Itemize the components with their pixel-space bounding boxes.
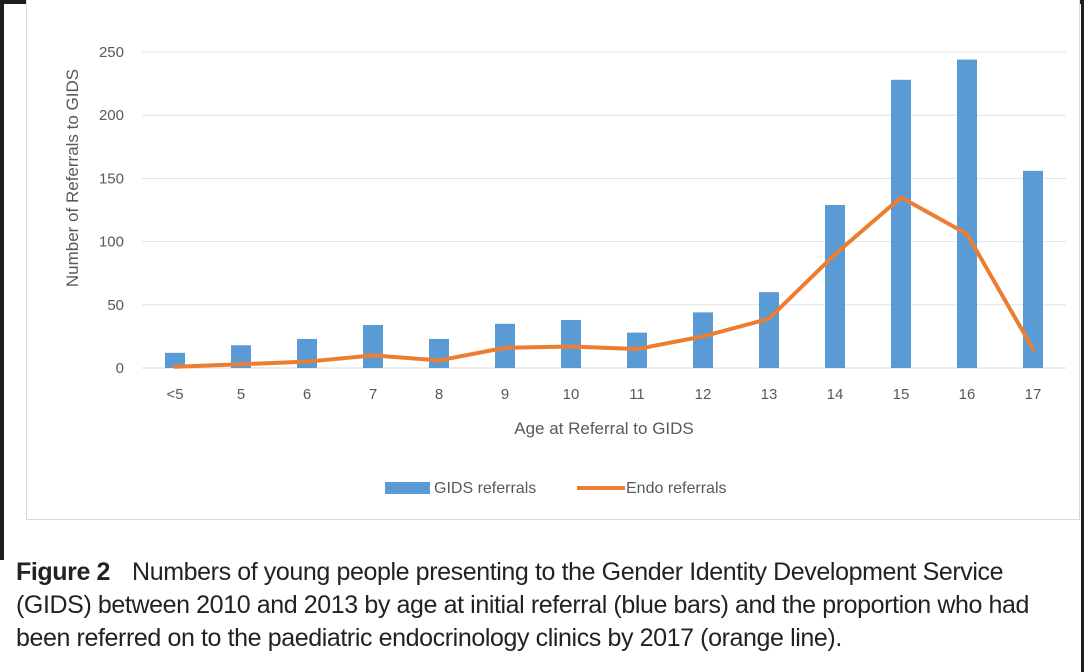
x-tick-label: 8 bbox=[435, 386, 443, 403]
grid-layer bbox=[142, 51, 1066, 369]
y-tick-label: 250 bbox=[99, 44, 124, 61]
y-tick-label: 100 bbox=[99, 234, 124, 251]
figure-caption: Figure 2 Numbers of young people presenti… bbox=[16, 556, 1076, 655]
bar-gids-8 bbox=[693, 312, 713, 368]
y-tick-label: 200 bbox=[99, 107, 124, 124]
bar-gids-3 bbox=[363, 325, 383, 368]
y-tick-label: 50 bbox=[107, 297, 124, 314]
x-tick-label: 7 bbox=[369, 386, 377, 403]
bar-gids-9 bbox=[759, 292, 779, 368]
x-tick-label: <5 bbox=[166, 386, 183, 403]
bar-gids-12 bbox=[957, 59, 977, 369]
legend-swatch-gids bbox=[385, 482, 430, 494]
y-axis-title: Number of Referrals to GIDS bbox=[63, 69, 82, 287]
y-tick-label: 0 bbox=[116, 360, 124, 377]
x-tick-label: 9 bbox=[501, 386, 509, 403]
line-endo-referrals bbox=[173, 195, 1035, 369]
legend: GIDS referrals Endo referrals bbox=[385, 480, 727, 497]
x-tick-label: 11 bbox=[629, 386, 645, 403]
legend-label-gids: GIDS referrals bbox=[434, 480, 536, 497]
line-layer bbox=[173, 195, 1035, 369]
x-tick-label: 5 bbox=[237, 386, 245, 403]
figure-label: Figure 2 bbox=[16, 558, 111, 586]
y-tick-label: 150 bbox=[99, 170, 124, 187]
x-axis-title: Age at Referral to GIDS bbox=[514, 419, 694, 438]
bar-gids-0 bbox=[165, 352, 185, 368]
bar-gids-13 bbox=[1023, 170, 1043, 368]
bar-gids-10 bbox=[825, 204, 845, 368]
frame-right-border bbox=[1081, 0, 1084, 672]
bar-gids-4 bbox=[429, 338, 449, 368]
x-tick-labels: <5 5 6 7 8 9 10 11 12 13 14 15 16 17 bbox=[166, 386, 1041, 403]
x-tick-label: 17 bbox=[1025, 386, 1042, 403]
x-tick-label: 13 bbox=[761, 386, 778, 403]
y-tick-labels: 0 50 100 150 200 250 bbox=[99, 44, 124, 377]
x-tick-label: 16 bbox=[959, 386, 976, 403]
x-tick-label: 15 bbox=[893, 386, 910, 403]
caption-text: Numbers of young people presenting to th… bbox=[16, 558, 1030, 652]
bar-gids-6 bbox=[561, 319, 581, 368]
x-tick-label: 12 bbox=[695, 386, 712, 403]
x-tick-label: 6 bbox=[303, 386, 311, 403]
x-tick-label: 14 bbox=[827, 386, 844, 403]
bar-layer bbox=[165, 59, 1043, 369]
bar-gids-11 bbox=[891, 79, 911, 369]
x-tick-label: 10 bbox=[563, 386, 580, 403]
legend-label-endo: Endo referrals bbox=[626, 480, 727, 497]
frame-left-border bbox=[0, 0, 4, 560]
